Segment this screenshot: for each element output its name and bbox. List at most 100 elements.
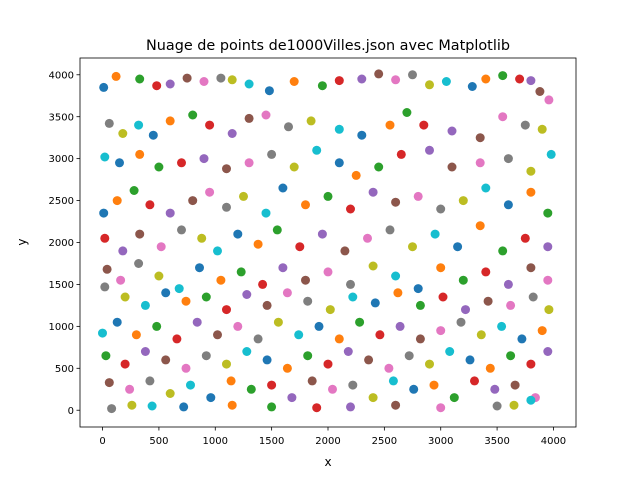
data-point bbox=[301, 275, 310, 285]
data-point bbox=[272, 225, 282, 235]
data-point bbox=[370, 298, 380, 308]
data-point bbox=[216, 275, 226, 285]
data-point bbox=[165, 208, 175, 218]
x-tick-label: 500 bbox=[149, 436, 168, 447]
data-point bbox=[312, 403, 322, 413]
data-point bbox=[262, 300, 272, 310]
data-point bbox=[391, 271, 401, 281]
data-point bbox=[100, 282, 110, 292]
data-point bbox=[467, 82, 477, 91]
data-point bbox=[334, 334, 344, 344]
data-point bbox=[192, 317, 202, 327]
data-point bbox=[325, 305, 335, 315]
data-point bbox=[186, 380, 195, 390]
x-tick-label: 1500 bbox=[259, 436, 284, 447]
data-point bbox=[458, 196, 468, 206]
data-point bbox=[172, 334, 182, 344]
data-point bbox=[441, 77, 451, 86]
data-point bbox=[216, 73, 226, 83]
data-point bbox=[100, 233, 110, 243]
data-point bbox=[503, 200, 513, 210]
data-point bbox=[391, 400, 401, 410]
data-point bbox=[520, 233, 530, 243]
data-point bbox=[161, 355, 171, 365]
data-point bbox=[475, 158, 485, 168]
data-point bbox=[343, 347, 353, 356]
data-point bbox=[430, 229, 440, 239]
data-point bbox=[306, 116, 316, 126]
data-point bbox=[181, 363, 191, 373]
data-point bbox=[503, 279, 513, 289]
data-point bbox=[148, 130, 158, 140]
data-point bbox=[188, 110, 198, 120]
data-point bbox=[199, 77, 209, 86]
data-point bbox=[438, 292, 448, 302]
data-point bbox=[233, 229, 243, 239]
data-point bbox=[233, 321, 243, 331]
data-point bbox=[498, 112, 508, 122]
data-point bbox=[244, 79, 254, 89]
data-point bbox=[100, 152, 110, 162]
data-point bbox=[340, 246, 350, 256]
data-point bbox=[301, 200, 310, 210]
x-tick-label: 3500 bbox=[484, 436, 509, 447]
data-point bbox=[413, 191, 423, 201]
data-point bbox=[188, 196, 198, 206]
data-point bbox=[436, 263, 446, 273]
data-point bbox=[415, 300, 425, 310]
data-point bbox=[368, 393, 378, 403]
data-point bbox=[503, 154, 513, 164]
data-point bbox=[287, 393, 297, 403]
data-point bbox=[357, 130, 367, 140]
data-point bbox=[205, 120, 215, 130]
data-point bbox=[395, 321, 405, 331]
data-point bbox=[282, 288, 292, 298]
data-point bbox=[526, 263, 536, 273]
data-point bbox=[179, 402, 189, 412]
data-point bbox=[295, 242, 305, 252]
data-point bbox=[102, 264, 112, 274]
data-point bbox=[222, 164, 231, 174]
data-point bbox=[242, 347, 252, 356]
x-tick-label: 1000 bbox=[203, 436, 228, 447]
data-point bbox=[346, 402, 355, 412]
data-point bbox=[528, 292, 538, 302]
data-point bbox=[357, 74, 367, 84]
data-point bbox=[546, 149, 556, 159]
data-point bbox=[476, 330, 486, 340]
data-point bbox=[222, 202, 231, 212]
data-point bbox=[348, 380, 358, 390]
data-point bbox=[222, 305, 231, 315]
data-point bbox=[506, 300, 516, 310]
y-tick-label: 1500 bbox=[49, 280, 74, 291]
data-point bbox=[323, 359, 333, 369]
data-point bbox=[206, 393, 216, 403]
data-point bbox=[140, 347, 150, 356]
data-point bbox=[436, 326, 446, 336]
data-point bbox=[165, 79, 175, 89]
data-point bbox=[112, 317, 122, 327]
data-point bbox=[99, 82, 109, 92]
data-point bbox=[244, 113, 254, 123]
data-point bbox=[404, 351, 414, 361]
data-point bbox=[453, 242, 463, 252]
chart-title: Nuage de points de1000Villes.json avec M… bbox=[146, 38, 510, 54]
data-point bbox=[391, 197, 401, 207]
data-point bbox=[364, 355, 374, 365]
data-point bbox=[227, 129, 237, 138]
data-point bbox=[351, 170, 361, 180]
data-point bbox=[328, 384, 337, 394]
data-point bbox=[490, 384, 500, 394]
data-point bbox=[374, 162, 384, 172]
data-point bbox=[481, 267, 491, 277]
data-point bbox=[485, 363, 495, 373]
points-layer bbox=[98, 69, 556, 414]
data-point bbox=[515, 74, 525, 84]
data-point bbox=[355, 317, 365, 327]
data-point bbox=[425, 359, 434, 369]
data-point bbox=[385, 120, 395, 130]
data-point bbox=[134, 120, 144, 130]
data-point bbox=[278, 263, 288, 273]
data-point bbox=[107, 404, 117, 414]
